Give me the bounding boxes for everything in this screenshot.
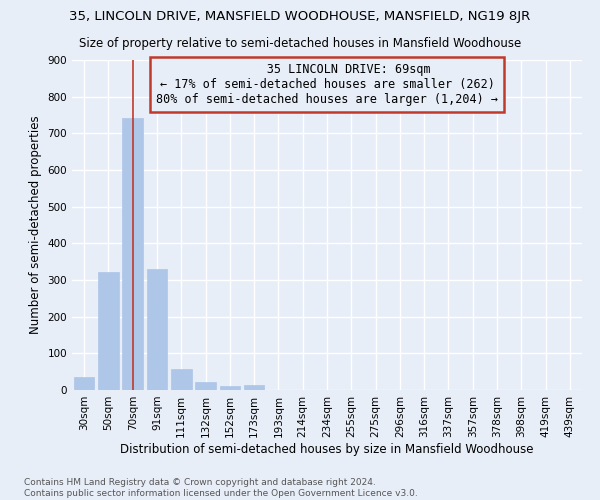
Text: 35 LINCOLN DRIVE: 69sqm
← 17% of semi-detached houses are smaller (262)
80% of s: 35 LINCOLN DRIVE: 69sqm ← 17% of semi-de… — [156, 64, 498, 106]
Bar — [244, 385, 265, 390]
Text: Contains HM Land Registry data © Crown copyright and database right 2024.
Contai: Contains HM Land Registry data © Crown c… — [24, 478, 418, 498]
Bar — [220, 386, 240, 390]
Bar — [146, 269, 167, 390]
Bar — [98, 272, 119, 390]
Bar — [171, 369, 191, 390]
Text: Size of property relative to semi-detached houses in Mansfield Woodhouse: Size of property relative to semi-detach… — [79, 38, 521, 51]
Bar — [122, 118, 143, 390]
Y-axis label: Number of semi-detached properties: Number of semi-detached properties — [29, 116, 42, 334]
Bar — [74, 377, 94, 390]
X-axis label: Distribution of semi-detached houses by size in Mansfield Woodhouse: Distribution of semi-detached houses by … — [120, 442, 534, 456]
Text: 35, LINCOLN DRIVE, MANSFIELD WOODHOUSE, MANSFIELD, NG19 8JR: 35, LINCOLN DRIVE, MANSFIELD WOODHOUSE, … — [70, 10, 530, 23]
Bar — [195, 382, 216, 390]
